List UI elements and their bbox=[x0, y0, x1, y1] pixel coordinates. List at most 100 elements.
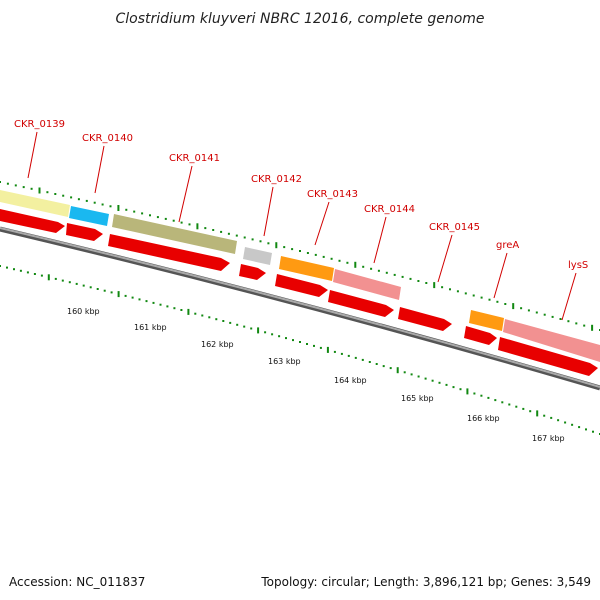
gene-block-CKR_0142[interactable] bbox=[243, 247, 272, 265]
minor-tick bbox=[243, 236, 246, 239]
minor-tick bbox=[85, 199, 88, 202]
gene-label-greA[interactable]: greA bbox=[496, 240, 519, 251]
cds-arrow[interactable] bbox=[108, 234, 230, 271]
minor-tick bbox=[480, 394, 483, 397]
minor-tick bbox=[299, 250, 301, 252]
minor-tick bbox=[314, 253, 317, 256]
minor-tick bbox=[385, 271, 388, 274]
minor-tick bbox=[504, 303, 507, 305]
minor-tick bbox=[522, 407, 525, 410]
minor-tick bbox=[368, 361, 371, 363]
minor-tick bbox=[201, 314, 204, 317]
minor-tick bbox=[109, 205, 112, 208]
minor-tick bbox=[236, 323, 239, 326]
minor-tick bbox=[204, 227, 207, 230]
gene-label-CKR_0141[interactable]: CKR_0141 bbox=[169, 153, 220, 164]
minor-tick bbox=[30, 187, 33, 190]
minor-tick bbox=[488, 298, 491, 301]
minor-tick bbox=[93, 201, 96, 204]
minor-tick bbox=[564, 421, 567, 424]
cds-arrow[interactable] bbox=[328, 290, 394, 317]
minor-tick bbox=[138, 298, 141, 301]
minor-tick bbox=[299, 341, 301, 343]
cds-arrow[interactable] bbox=[275, 274, 328, 297]
minor-tick bbox=[156, 216, 159, 219]
upper-tick-track bbox=[0, 181, 600, 331]
gene-label-CKR_0143[interactable]: CKR_0143 bbox=[307, 189, 358, 200]
major-tick bbox=[326, 346, 329, 353]
minor-tick bbox=[306, 343, 308, 345]
minor-tick bbox=[313, 344, 315, 347]
minor-tick bbox=[6, 182, 9, 185]
minor-tick bbox=[459, 388, 462, 391]
major-tick bbox=[187, 308, 190, 315]
minor-tick bbox=[452, 386, 455, 389]
scale-label: 160 kbp bbox=[67, 307, 100, 316]
minor-tick bbox=[96, 288, 99, 290]
minor-tick bbox=[585, 428, 587, 431]
minor-tick bbox=[508, 403, 511, 406]
minor-tick bbox=[46, 191, 49, 194]
minor-tick bbox=[330, 257, 333, 260]
gene-block-greA[interactable] bbox=[469, 310, 504, 331]
minor-tick bbox=[101, 203, 104, 206]
minor-tick bbox=[550, 416, 553, 419]
minor-tick bbox=[264, 331, 267, 334]
gene-label-CKR_0142[interactable]: CKR_0142 bbox=[251, 174, 302, 185]
minor-tick bbox=[403, 371, 406, 374]
gene-block-lysS[interactable] bbox=[503, 319, 600, 362]
gene-label-layer: CKR_0139 CKR_0140 CKR_0141 CKR_0142 CKR_… bbox=[14, 119, 588, 321]
minor-tick bbox=[473, 392, 476, 395]
minor-tick bbox=[445, 383, 448, 386]
minor-tick bbox=[251, 238, 254, 241]
gene-label-lysS[interactable]: lysS bbox=[568, 260, 588, 271]
minor-tick bbox=[271, 333, 274, 336]
gene-label-CKR_0140[interactable]: CKR_0140 bbox=[82, 133, 133, 144]
cds-arrow[interactable] bbox=[0, 209, 65, 233]
minor-tick bbox=[180, 221, 183, 224]
cds-arrow[interactable] bbox=[464, 326, 497, 345]
minor-tick bbox=[40, 274, 43, 277]
minor-tick bbox=[529, 410, 532, 413]
minor-tick bbox=[133, 210, 136, 213]
minor-tick bbox=[480, 296, 483, 299]
minor-tick bbox=[208, 316, 211, 319]
major-tick bbox=[47, 274, 50, 281]
major-tick bbox=[117, 291, 120, 298]
minor-tick bbox=[535, 311, 538, 314]
minor-tick bbox=[543, 313, 546, 316]
cds-arrow[interactable] bbox=[398, 307, 452, 331]
minor-tick bbox=[464, 292, 467, 295]
minor-tick bbox=[243, 325, 246, 328]
gene-block-CKR_0140[interactable] bbox=[69, 206, 109, 226]
cds-arrow[interactable] bbox=[239, 264, 266, 280]
gene-label-CKR_0139[interactable]: CKR_0139 bbox=[14, 119, 65, 130]
minor-tick bbox=[431, 379, 434, 382]
minor-tick bbox=[551, 315, 554, 318]
cds-arrow[interactable] bbox=[498, 337, 598, 376]
gene-label-CKR_0145[interactable]: CKR_0145 bbox=[429, 222, 480, 233]
minor-tick bbox=[515, 405, 518, 408]
minor-tick bbox=[417, 375, 420, 378]
minor-tick bbox=[362, 265, 365, 268]
minor-tick bbox=[54, 277, 57, 280]
minor-tick bbox=[583, 324, 586, 327]
gene-block-CKR_0139[interactable] bbox=[0, 190, 70, 217]
gene-label-CKR_0144[interactable]: CKR_0144 bbox=[364, 204, 415, 215]
minor-tick bbox=[131, 296, 134, 299]
cds-arrow[interactable] bbox=[66, 223, 103, 241]
gene-block-CKR_0144[interactable] bbox=[333, 269, 401, 300]
minor-tick bbox=[322, 255, 325, 258]
minor-tick bbox=[235, 234, 238, 237]
gene-block-CKR_0143[interactable] bbox=[279, 256, 334, 281]
gene-block-CKR_0141[interactable] bbox=[112, 214, 237, 254]
minor-tick bbox=[141, 212, 144, 215]
minor-tick bbox=[592, 430, 594, 433]
minor-tick bbox=[494, 399, 497, 402]
minor-tick bbox=[77, 198, 80, 201]
minor-tick bbox=[527, 309, 530, 312]
minor-tick bbox=[215, 318, 218, 321]
minor-tick bbox=[292, 339, 294, 342]
minor-tick bbox=[441, 286, 444, 289]
major-tick bbox=[433, 282, 436, 289]
